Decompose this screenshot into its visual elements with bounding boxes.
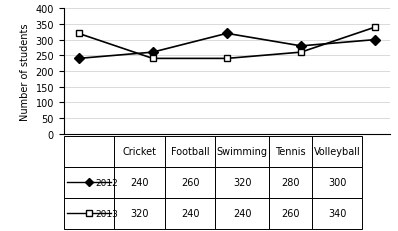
Bar <box>64 136 114 167</box>
Text: Tennis: Tennis <box>275 147 306 157</box>
Bar <box>312 167 362 198</box>
Bar <box>269 136 312 167</box>
Text: 320: 320 <box>130 208 149 218</box>
Text: 2013: 2013 <box>96 209 118 218</box>
Text: 280: 280 <box>281 177 300 188</box>
Bar <box>114 167 165 198</box>
Bar <box>269 198 312 229</box>
Text: Cricket: Cricket <box>123 147 156 157</box>
Text: Volleyball: Volleyball <box>314 147 360 157</box>
Text: 260: 260 <box>181 177 199 188</box>
Text: 240: 240 <box>130 177 149 188</box>
Text: 240: 240 <box>233 208 252 218</box>
Bar <box>312 198 362 229</box>
Bar <box>312 136 362 167</box>
Bar <box>215 136 269 167</box>
Text: 260: 260 <box>281 208 300 218</box>
Text: Swimming: Swimming <box>217 147 268 157</box>
Text: 340: 340 <box>328 208 346 218</box>
Text: Football: Football <box>171 147 209 157</box>
Bar <box>64 167 114 198</box>
Bar <box>114 136 165 167</box>
Bar <box>64 198 114 229</box>
Text: 300: 300 <box>328 177 346 188</box>
Text: 240: 240 <box>181 208 199 218</box>
Bar <box>165 136 215 167</box>
Bar <box>165 167 215 198</box>
Bar <box>269 167 312 198</box>
Bar <box>215 198 269 229</box>
Bar <box>215 167 269 198</box>
Bar <box>165 198 215 229</box>
Text: 2012: 2012 <box>96 178 118 187</box>
Bar <box>114 198 165 229</box>
Text: 320: 320 <box>233 177 252 188</box>
Y-axis label: Number of students: Number of students <box>20 23 30 120</box>
